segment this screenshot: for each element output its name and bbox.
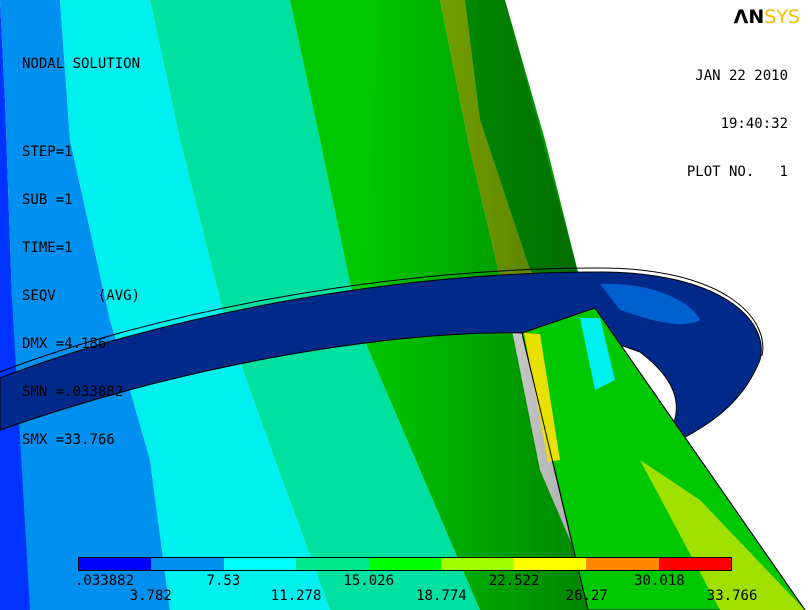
legend-label: 22.522 (488, 573, 540, 589)
legend-label: 15.026 (343, 573, 395, 589)
legend-label: 33.766 (706, 588, 758, 604)
info-step: STEP=1 (22, 144, 73, 160)
legend-swatch (513, 558, 587, 570)
stiffener-edge2 (594, 307, 806, 610)
legend-swatch (79, 558, 152, 570)
band-midblue (0, 0, 170, 610)
band-blue (0, 0, 40, 610)
info-time: TIME=1 (22, 240, 73, 256)
ansys-logo: ΛNSYS (733, 6, 800, 28)
legend-label: 7.53 (206, 573, 241, 589)
info-smn: SMN =.033882 (22, 384, 124, 400)
legend-swatch (441, 558, 514, 570)
info-dmx: DMX =4.186 (22, 336, 107, 352)
solution-info: NODAL SOLUTION STEP=1 SUB =1 TIME=1 SEQV… (22, 24, 140, 480)
info-sub: SUB =1 (22, 192, 73, 208)
legend-label: 18.774 (416, 588, 467, 604)
legend-label: 26.27 (565, 588, 608, 604)
stamp-date: JAN 22 2010 (695, 68, 788, 84)
info-title: NODAL SOLUTION (22, 56, 141, 72)
stamp-plot: PLOT NO. 1 (686, 164, 788, 180)
stiffener-lime (640, 460, 805, 610)
legend-label: .033882 (75, 573, 135, 589)
stiffener-yellow (524, 333, 560, 462)
plot-stamp: JAN 22 2010 19:40:32 PLOT NO. 1 (687, 36, 788, 212)
legend-swatch (223, 558, 297, 570)
legend-swatch (151, 558, 224, 570)
legend-swatch (368, 558, 442, 570)
info-result: SEQV (AVG) (22, 288, 141, 304)
contour-legend-bar (78, 557, 732, 571)
legend-swatch (296, 558, 369, 570)
legend-label: 30.018 (634, 573, 685, 589)
legend-label: 3.782 (129, 588, 172, 604)
flange-cyan-patch (600, 283, 700, 325)
band-cyan (60, 0, 330, 610)
info-smx: SMX =33.766 (22, 432, 115, 448)
flange-edge (0, 267, 764, 373)
stiffener-cyan (580, 318, 615, 390)
stamp-time: 19:40:32 (720, 116, 788, 132)
legend-swatch (586, 558, 659, 570)
legend-swatch (658, 558, 731, 570)
legend-label: 11.278 (270, 588, 322, 604)
